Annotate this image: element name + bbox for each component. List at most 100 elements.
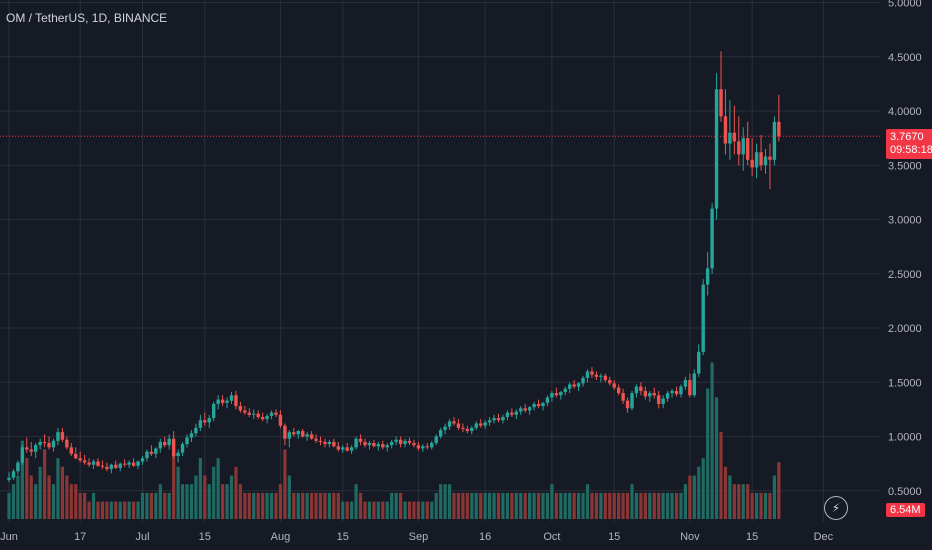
candle [599,373,603,383]
time-tick-label: Jun [0,531,18,543]
volume-bar [341,501,345,519]
volume-bar [372,501,376,519]
volume-bars [7,362,781,519]
candle [772,116,777,166]
candle [16,460,20,475]
volume-bar [96,501,100,519]
time-tick-label: Dec [814,531,834,543]
candle [590,367,594,378]
candle [229,392,234,404]
volume-bar [559,492,563,519]
candle [447,419,452,430]
volume-bar [83,492,87,519]
candle [639,382,643,396]
volume-bar [158,484,162,519]
candle [634,384,639,398]
volume-bar [412,501,416,519]
candle [763,148,768,174]
volume-bar [78,492,82,519]
candle [759,134,763,171]
volume-bar [732,484,736,519]
volume-bar [630,484,634,519]
candle [621,388,625,404]
candle [29,441,33,457]
candle [697,344,701,377]
candle [274,409,278,417]
candle [608,376,612,386]
volume-bar [167,492,171,519]
volume-bar [136,501,140,519]
price-tick-label: 4.0000 [888,106,922,118]
volume-bar [399,492,403,519]
volume-bar [585,484,590,519]
volume-bar [599,492,603,519]
candle [416,441,421,451]
volume-bar [461,492,465,519]
volume-bar [247,492,251,519]
volume-bar [456,492,461,519]
volume-bar [394,492,398,519]
volume-bar [269,492,274,519]
volume-bar [118,501,122,519]
volume-bar [581,492,585,519]
candle [710,203,714,274]
volume-bar [670,492,674,519]
candle [519,406,523,415]
candle [247,408,251,417]
volume-bar [385,501,389,519]
volume-bar [91,492,96,519]
volume-bar [746,484,750,519]
candle [532,401,536,411]
volume-bar [728,475,732,519]
volume-bar [608,492,612,519]
candle [746,121,750,166]
volume-bar [763,492,768,519]
candle [407,437,412,446]
volume-bar [407,501,412,519]
time-tick-label: Aug [271,531,291,543]
candle [723,89,728,155]
candle [496,413,501,423]
candle [171,431,176,459]
candle [212,401,216,422]
candle [732,105,737,155]
candle [701,279,705,356]
candle [327,439,332,448]
candle [203,412,207,426]
volume-bar [510,492,514,519]
volume-bar [590,492,594,519]
candle [234,390,238,410]
candle [372,439,376,448]
candle [367,440,372,450]
volume-bar [768,492,772,519]
volume-bar [367,501,372,519]
candle [728,100,732,160]
volume-bar [674,492,679,519]
candle [332,438,336,448]
volume-bar [47,475,51,519]
candle [256,410,260,420]
time-tick-label: 16 [479,531,491,543]
candle [705,252,710,296]
candle [194,423,198,437]
volume-bar [523,492,527,519]
candle [34,443,38,459]
volume-bar [470,492,474,519]
candle [238,401,243,413]
candle [11,469,16,480]
candle [381,440,385,450]
candle [559,390,563,400]
volume-bar [572,492,576,519]
candle [198,414,203,432]
volume-bar [750,492,754,519]
volume-bar [661,492,665,519]
volume-bar [625,492,630,519]
candle [25,437,29,453]
candle [741,127,745,171]
candle [154,447,158,459]
lightning-bolt-icon[interactable]: ⚡ [824,496,848,520]
candle [505,410,510,421]
volume-bar [207,484,211,519]
volume-bar [505,492,509,519]
